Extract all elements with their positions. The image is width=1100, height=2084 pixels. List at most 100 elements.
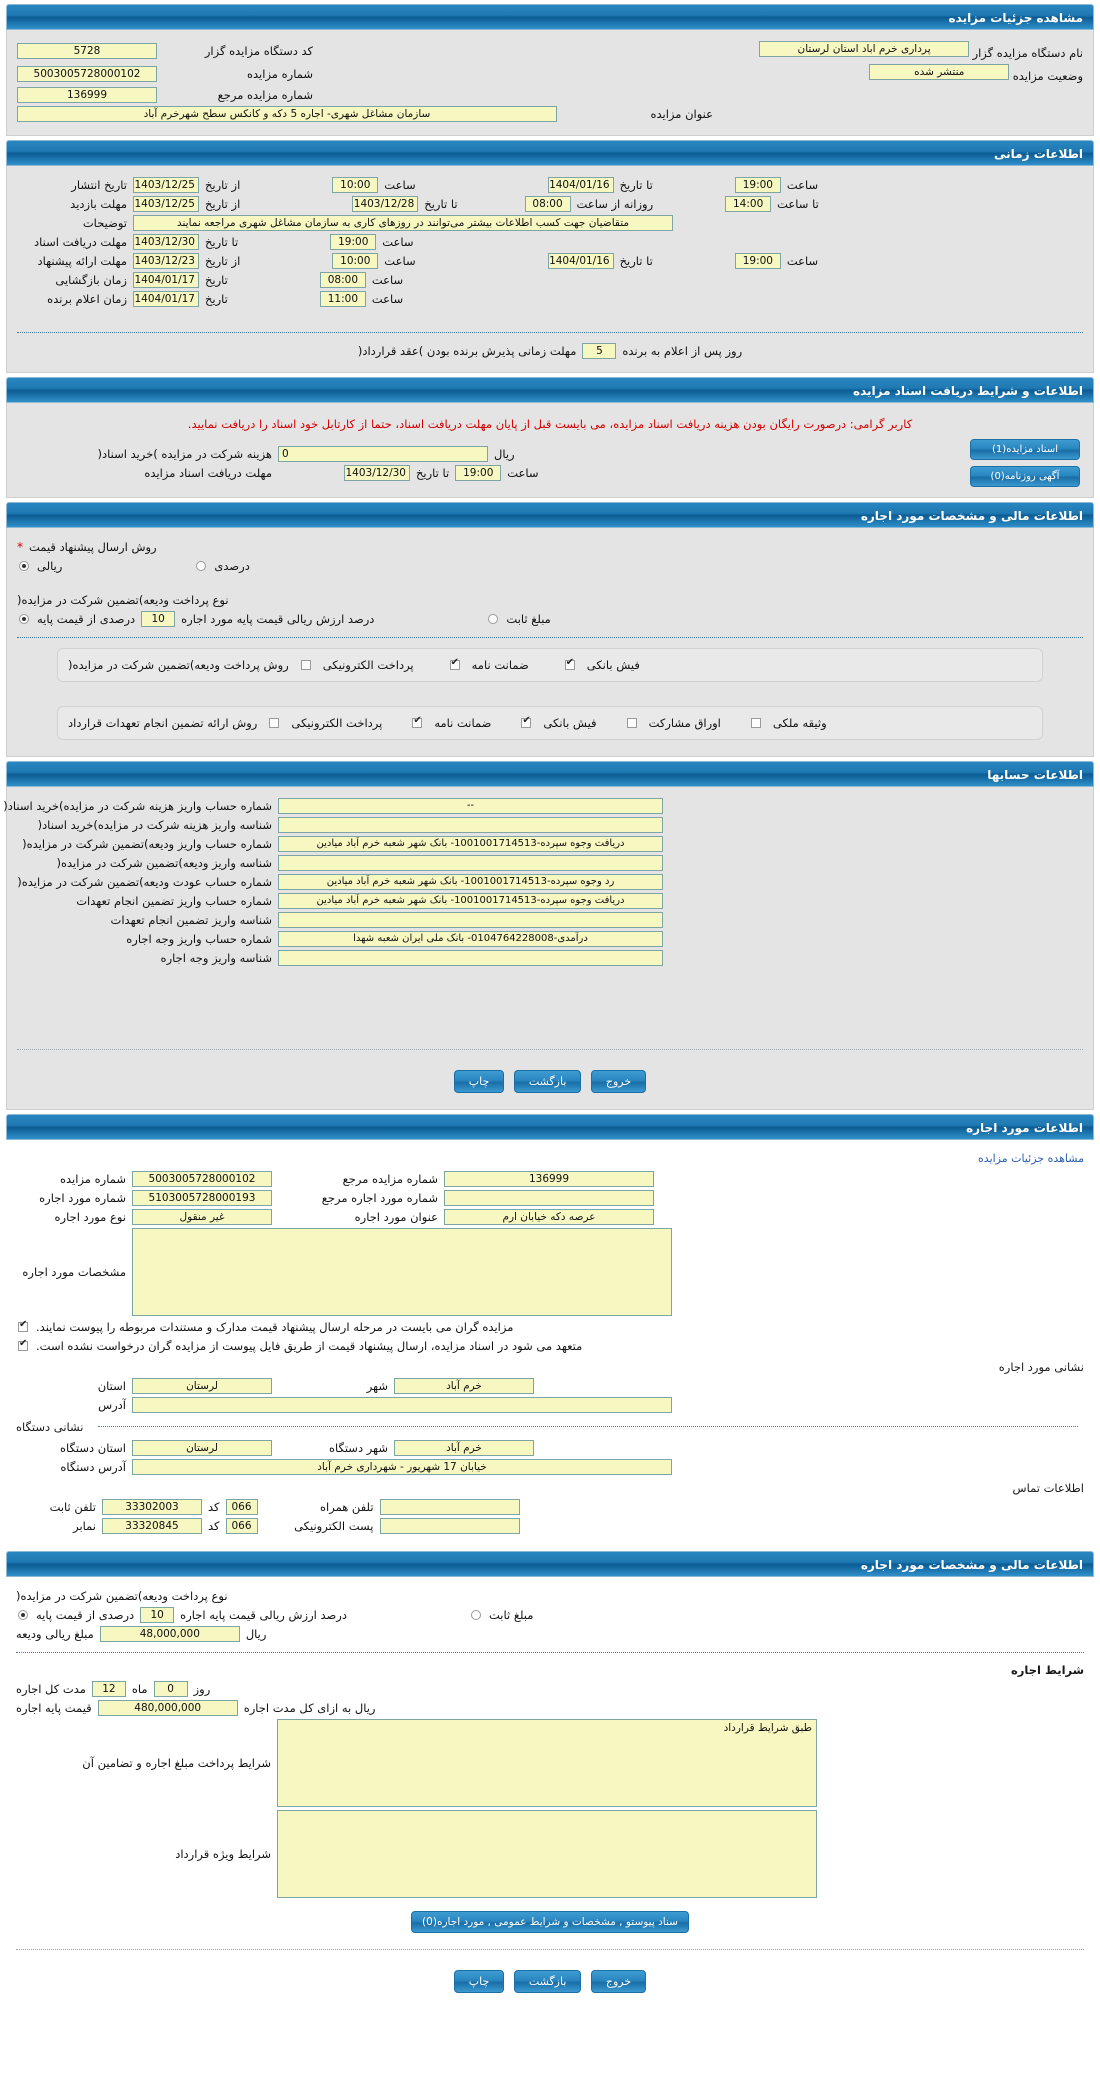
deposit-method-1-checkbox[interactable]	[300, 660, 311, 670]
docs-deadline-time: 19:00	[330, 234, 377, 250]
org-province-label: استان دستگاه	[59, 1441, 126, 1455]
top-button-bar: خروج بازگشت چاپ	[17, 1060, 1083, 1099]
docs-deadline-label-2: مهلت دریافت اسناد مزایده	[144, 465, 272, 480]
guarantee-method-5-checkbox[interactable]	[750, 718, 761, 728]
lease-check-1-label: مزایده گران می بایست در مرحله ارسال پیشن…	[36, 1320, 514, 1334]
lease-deposit-percent-suffix: درصد ارزش ریالی قیمت پایه اجاره	[180, 1608, 347, 1622]
account-value	[278, 912, 663, 928]
account-row: شناسه واریز هزینه شرکت در مزایده)خرید اس…	[17, 817, 1083, 833]
row-org-code: نام دستگاه مزایده گزار پرداری خرم اباد ا…	[17, 41, 1083, 61]
lease-check-2-checkbox[interactable]	[18, 1338, 28, 1351]
fax-code-value: 066	[225, 1518, 258, 1534]
visit-label: مهلت بازدید	[70, 197, 127, 211]
print-button-bottom[interactable]: چاپ	[453, 1970, 505, 1993]
docs-cost-label: هزینه شرکت در مزایده )خرید اسناد(	[97, 446, 273, 461]
lease-province-value: لرستان	[132, 1378, 272, 1394]
account-row: شناسه واریز تضمین انجام تعهدات	[17, 912, 1083, 928]
org-province-value: لرستان	[132, 1440, 272, 1456]
account-label: شناسه واریز ودیعه)تضمین شرکت در مزایده(	[56, 856, 272, 870]
row-deposit-type-options: مبلغ ثابت درصد ارزش ریالی قیمت پایه مورد…	[17, 611, 1083, 627]
guarantee-method-4-checkbox[interactable]	[626, 718, 637, 728]
visit-to-date: 1403/12/28	[352, 196, 419, 212]
lease-days-label: روز	[193, 1682, 211, 1696]
mobile-label: تلفن همراه	[320, 1500, 374, 1514]
auction-documents-button[interactable]: اسناد مزایده(1)	[970, 439, 1080, 460]
org-address-separator-line: نشانی دستگاه	[16, 1416, 1084, 1437]
publish-time: 10:00	[332, 177, 379, 193]
row-deposit-type-label: نوع پرداخت ودیعه)تضمین شرکت در مزایده(	[17, 592, 1083, 608]
deposit-percent-radio[interactable]	[19, 614, 29, 624]
deposit-method-3-checkbox[interactable]	[564, 657, 575, 670]
lease-info-panel: مشاهده جزئیات مزایده 136999 شماره مزایده…	[6, 1140, 1094, 1547]
mobile-value	[379, 1499, 520, 1515]
timing-panel: ساعت 19:00 تا تاریخ 1404/01/16 ساعت 10:0…	[6, 166, 1094, 373]
lease-terms-head: شرایط اجاره	[1011, 1663, 1084, 1677]
deposit-type-label: نوع پرداخت ودیعه)تضمین شرکت در مزایده(	[17, 593, 229, 607]
lease-months-label: ماه	[131, 1682, 148, 1696]
docs-cost-value: 0	[278, 445, 488, 462]
lease-deposit-percent-radio[interactable]	[18, 1610, 28, 1620]
print-button[interactable]: چاپ	[453, 1070, 505, 1093]
payment-terms-value: طبق شرایط قرارداد	[277, 1719, 817, 1807]
row-ref-no: شماره مزایده مرجع 136999	[17, 87, 1083, 103]
visit-from-date: 1403/12/25	[133, 196, 199, 212]
special-terms-label: شرایط ویژه قرارداد	[175, 1847, 271, 1861]
docs-currency: ریال	[494, 446, 515, 461]
offer-to-date: 1404/01/16	[547, 253, 614, 269]
winner-date: 1404/01/17	[133, 291, 199, 307]
guarantee-method-2-checkbox[interactable]	[412, 715, 423, 728]
row-timing-description: متقاضیان جهت کسب اطلاعات بیشتر می‌توانند…	[17, 215, 1083, 231]
org-code-value: 5728	[17, 43, 157, 59]
lease-deposit-amount-label: مبلغ ریالی ودیعه	[16, 1627, 94, 1641]
lease-check-1-checkbox[interactable]	[18, 1319, 28, 1332]
visit-from-label: از تاریخ	[205, 197, 241, 211]
row-special-terms: شرایط ویژه قرارداد	[16, 1810, 1084, 1898]
email-label: پست الکترونیکی	[294, 1519, 374, 1533]
lease-duration-days: 0	[153, 1681, 188, 1697]
deposit-method-2-label: ضمانت نامه	[471, 658, 529, 672]
row-winner-time: ساعت 11:00 تاریخ 1404/01/17 زمان اعلام ب…	[17, 291, 1083, 307]
deposit-method-1-label: پرداخت الکترونیکی	[322, 658, 414, 672]
back-button-bottom[interactable]: بازگشت	[513, 1970, 582, 1993]
row-lease-check-2: متعهد می شود در اسناد مزایده، ارسال پیشن…	[16, 1338, 1084, 1354]
account-label: شناسه واریز هزینه شرکت در مزایده)خرید اس…	[37, 818, 272, 832]
lease-deposit-percent-label: درصدی از قیمت پایه	[36, 1608, 135, 1622]
timing-description-label: توضیحات	[82, 216, 127, 230]
guarantee-method-1-checkbox[interactable]	[269, 718, 280, 728]
auction-title-label: عنوان مزایده	[650, 107, 713, 121]
account-label: شناسه واریز وجه اجاره	[160, 951, 272, 965]
attachments-button[interactable]: سناد پیوستو , مشخصات و شرایط عمومی , مور…	[411, 1911, 689, 1933]
deposit-fixed-radio[interactable]	[488, 614, 499, 624]
deposit-percent-suffix: درصد ارزش ریالی قیمت پایه مورد اجاره	[181, 612, 375, 626]
offer-label: مهلت ارائه پیشنهاد	[37, 254, 127, 268]
account-value: درآمدی-0104764228008- بانک ملی ایران شعب…	[278, 931, 663, 947]
exit-button[interactable]: خروج	[590, 1070, 647, 1093]
deposit-method-group: فیش بانکی ضمانت نامه پرداخت الکترونیکی ر…	[57, 648, 1043, 682]
lease-address-head: نشانی مورد اجاره	[998, 1360, 1084, 1374]
row-offer-deadline: ساعت 19:00 تا تاریخ 1404/01/16 ساعت 10:0…	[17, 253, 1083, 269]
row-lease-auction-no: 136999 شماره مزایده مرجع 500300572800010…	[16, 1171, 1084, 1187]
view-auction-details-link[interactable]: مشاهده جزئیات مزایده	[978, 1152, 1084, 1165]
account-value: دریافت وجوه سپرده-1001001714513- بانک شه…	[278, 893, 663, 909]
ref-no-label: شماره مزایده مرجع	[217, 88, 313, 102]
offer-from-label: از تاریخ	[205, 254, 241, 268]
price-method-rial-radio[interactable]	[19, 561, 29, 571]
guarantee-method-3-checkbox[interactable]	[521, 715, 532, 728]
account-row: -- شماره حساب واریز هزینه شرکت در مزایده…	[3, 798, 1083, 814]
lease-type-label: نوع مورد اجاره	[54, 1210, 126, 1224]
publish-to-date: 1404/01/16	[547, 177, 614, 193]
price-method-percent-radio[interactable]	[196, 561, 207, 571]
row-lease-deposit-amount: ریال 48,000,000 مبلغ ریالی ودیعه	[16, 1626, 1084, 1642]
account-row: رد وجوه سپرده-1001001714513- بانک شهر شع…	[17, 874, 1083, 890]
org-address-head: نشانی دستگاه	[16, 1419, 84, 1434]
lease-province-label: استان	[97, 1379, 126, 1393]
lease-spec-value	[132, 1228, 672, 1316]
lease-spec-label: مشخصات مورد اجاره	[22, 1265, 126, 1279]
back-button[interactable]: بازگشت	[513, 1070, 582, 1093]
deposit-method-2-checkbox[interactable]	[449, 657, 460, 670]
exit-button-bottom[interactable]: خروج	[590, 1970, 647, 1993]
account-value: --	[278, 798, 663, 814]
account-row: دریافت وجوه سپرده-1001001714513- بانک شه…	[17, 893, 1083, 909]
newspaper-ads-button[interactable]: آگهی روزنامه(0)	[970, 466, 1080, 487]
lease-deposit-fixed-radio[interactable]	[470, 1610, 481, 1620]
